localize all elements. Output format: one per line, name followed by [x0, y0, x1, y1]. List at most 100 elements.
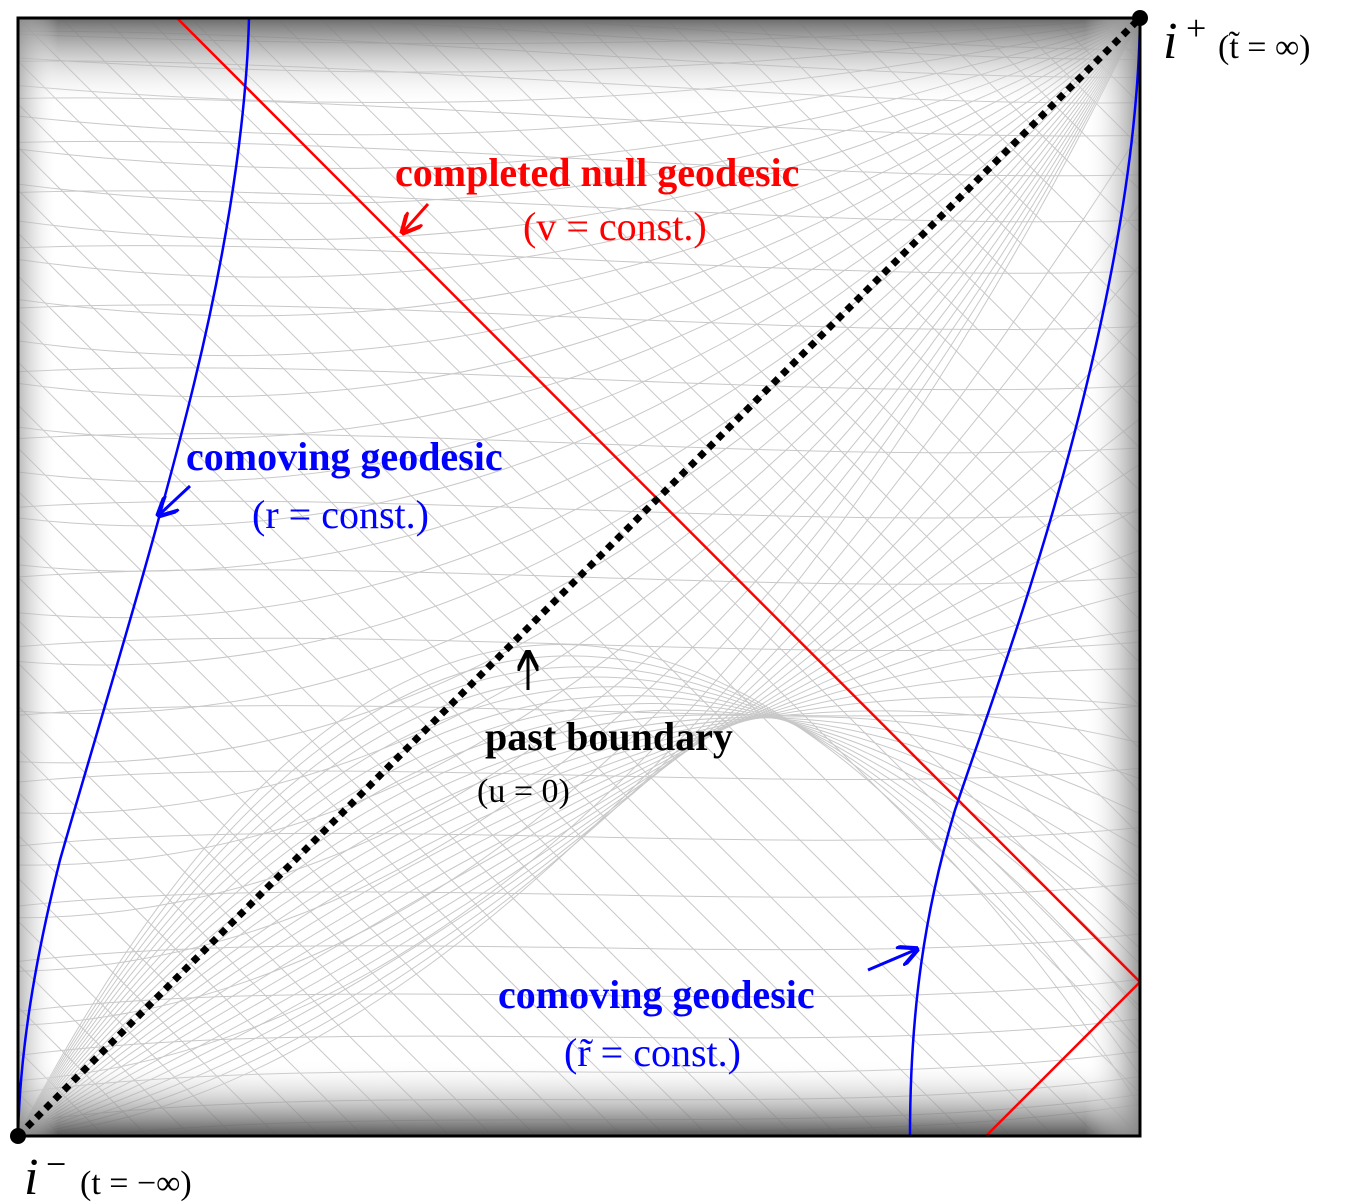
- grid-line: [18, 717, 1140, 1136]
- grid-line: [18, 668, 1140, 1136]
- grid-line: [18, 629, 1140, 1136]
- grid-line: [794, 18, 1140, 363]
- grid-line: [18, 619, 537, 1136]
- null-geodesic-arrow: [404, 203, 430, 231]
- grid-line: [18, 710, 1140, 1136]
- grid-line: [60, 18, 1140, 1094]
- past-boundary-line: [18, 18, 1140, 1136]
- left-shading: [18, 18, 58, 1136]
- grid-line: [18, 666, 1140, 1136]
- grid-line: [18, 791, 364, 1136]
- grid-line: [362, 18, 1140, 793]
- grid-line: [880, 18, 1140, 277]
- grid-line: [18, 507, 1140, 1136]
- grid-line: [621, 18, 1140, 535]
- grid-line: [18, 834, 321, 1136]
- grid-line: [18, 18, 1140, 972]
- i-minus-superscript: −: [46, 1144, 66, 1184]
- grid-line: [18, 18, 1140, 1081]
- grid-line: [18, 190, 1140, 223]
- grid-line: [18, 18, 1140, 619]
- grid-line: [18, 18, 1140, 866]
- grid-line: [18, 18, 1140, 1136]
- grid-line: [18, 705, 1140, 717]
- grid-line: [18, 676, 1140, 1136]
- grid-line: [18, 146, 1011, 1136]
- comoving-right-condition: (r̃ = const.): [564, 1030, 741, 1075]
- grid-line: [18, 18, 1140, 572]
- grid-line: [18, 463, 1140, 1136]
- grid-line: [18, 1135, 19, 1136]
- grid-line: [18, 275, 882, 1136]
- null-geodesic-title: completed null geodesic: [395, 150, 799, 195]
- grid-line: [18, 590, 1140, 1136]
- bottom-shading: [18, 1060, 1140, 1136]
- grid-line: [18, 490, 666, 1136]
- grid-line: [18, 18, 1140, 814]
- right-shading: [1085, 18, 1140, 1136]
- grid-line: [18, 18, 1140, 764]
- grid-line: [18, 1018, 1140, 1057]
- comoving-geodesic-left: [18, 18, 251, 1136]
- comoving-left-title: comoving geodesic: [186, 434, 503, 479]
- grid-line: [18, 655, 1140, 1136]
- grid-line: [18, 748, 407, 1136]
- i-minus-label: i: [24, 1149, 38, 1204]
- grid-line: [18, 318, 839, 1136]
- grid-line: [751, 18, 1140, 406]
- i-minus-point: [10, 1128, 26, 1144]
- comoving-left-condition: (r = const.): [252, 492, 429, 537]
- grid-line: [18, 447, 709, 1136]
- null-geodesic-line: [176, 18, 1140, 1136]
- grid-line: [18, 716, 1140, 1136]
- grid-line: [406, 18, 1140, 750]
- grid-line: [18, 637, 1140, 652]
- i-plus-label: i: [1163, 13, 1177, 70]
- i-plus-point: [1132, 10, 1148, 26]
- grid-line: [837, 18, 1140, 320]
- grid-line: [276, 18, 1140, 879]
- i-minus-note: (t = −∞): [80, 1165, 192, 1202]
- grid-line: [18, 18, 1140, 398]
- top-shading: [18, 18, 1140, 108]
- grid-line: [18, 404, 752, 1136]
- grid-line: [18, 703, 1140, 1136]
- grid-line: [103, 18, 1140, 1051]
- diagram-frame: [16, 16, 1142, 1138]
- grid-line: [18, 549, 1140, 1136]
- grid-line: [18, 140, 1140, 177]
- grid-line: [18, 686, 1140, 1136]
- grid-line: [18, 705, 450, 1136]
- grid-line: [18, 433, 1140, 454]
- grid-line: [18, 304, 1140, 331]
- grid-line: [18, 18, 1140, 919]
- past-boundary-title: past boundary: [485, 714, 733, 759]
- grid-line: [18, 978, 1140, 1013]
- coordinate-grid: [18, 18, 1140, 1136]
- grid-line: [18, 533, 623, 1136]
- grid-line: [18, 361, 796, 1136]
- grid-line: [18, 882, 1140, 907]
- grid-line: [18, 18, 1140, 483]
- grid-line: [578, 18, 1140, 578]
- grid-line: [1139, 18, 1140, 19]
- grid-line: [18, 933, 1140, 963]
- grid-line: [18, 245, 1140, 274]
- grid-line: [708, 18, 1140, 449]
- grid-line: [18, 18, 1140, 317]
- grid-line: [319, 18, 1140, 836]
- grid-line: [18, 662, 494, 1136]
- grid-line: [18, 232, 925, 1136]
- past-boundary-condition: (u = 0): [477, 773, 570, 810]
- grid-line: [18, 877, 278, 1136]
- grid-line: [147, 18, 1140, 1008]
- grid-line: [18, 18, 1140, 666]
- comoving-left-arrow: [160, 484, 192, 514]
- grid-line: [449, 18, 1140, 707]
- grid-line: [18, 827, 1140, 847]
- grid-line: [18, 103, 1055, 1136]
- grid-line: [18, 696, 1140, 1136]
- i-plus-superscript: +: [1186, 8, 1206, 48]
- null-geodesic-condition: (v = const.): [523, 204, 707, 249]
